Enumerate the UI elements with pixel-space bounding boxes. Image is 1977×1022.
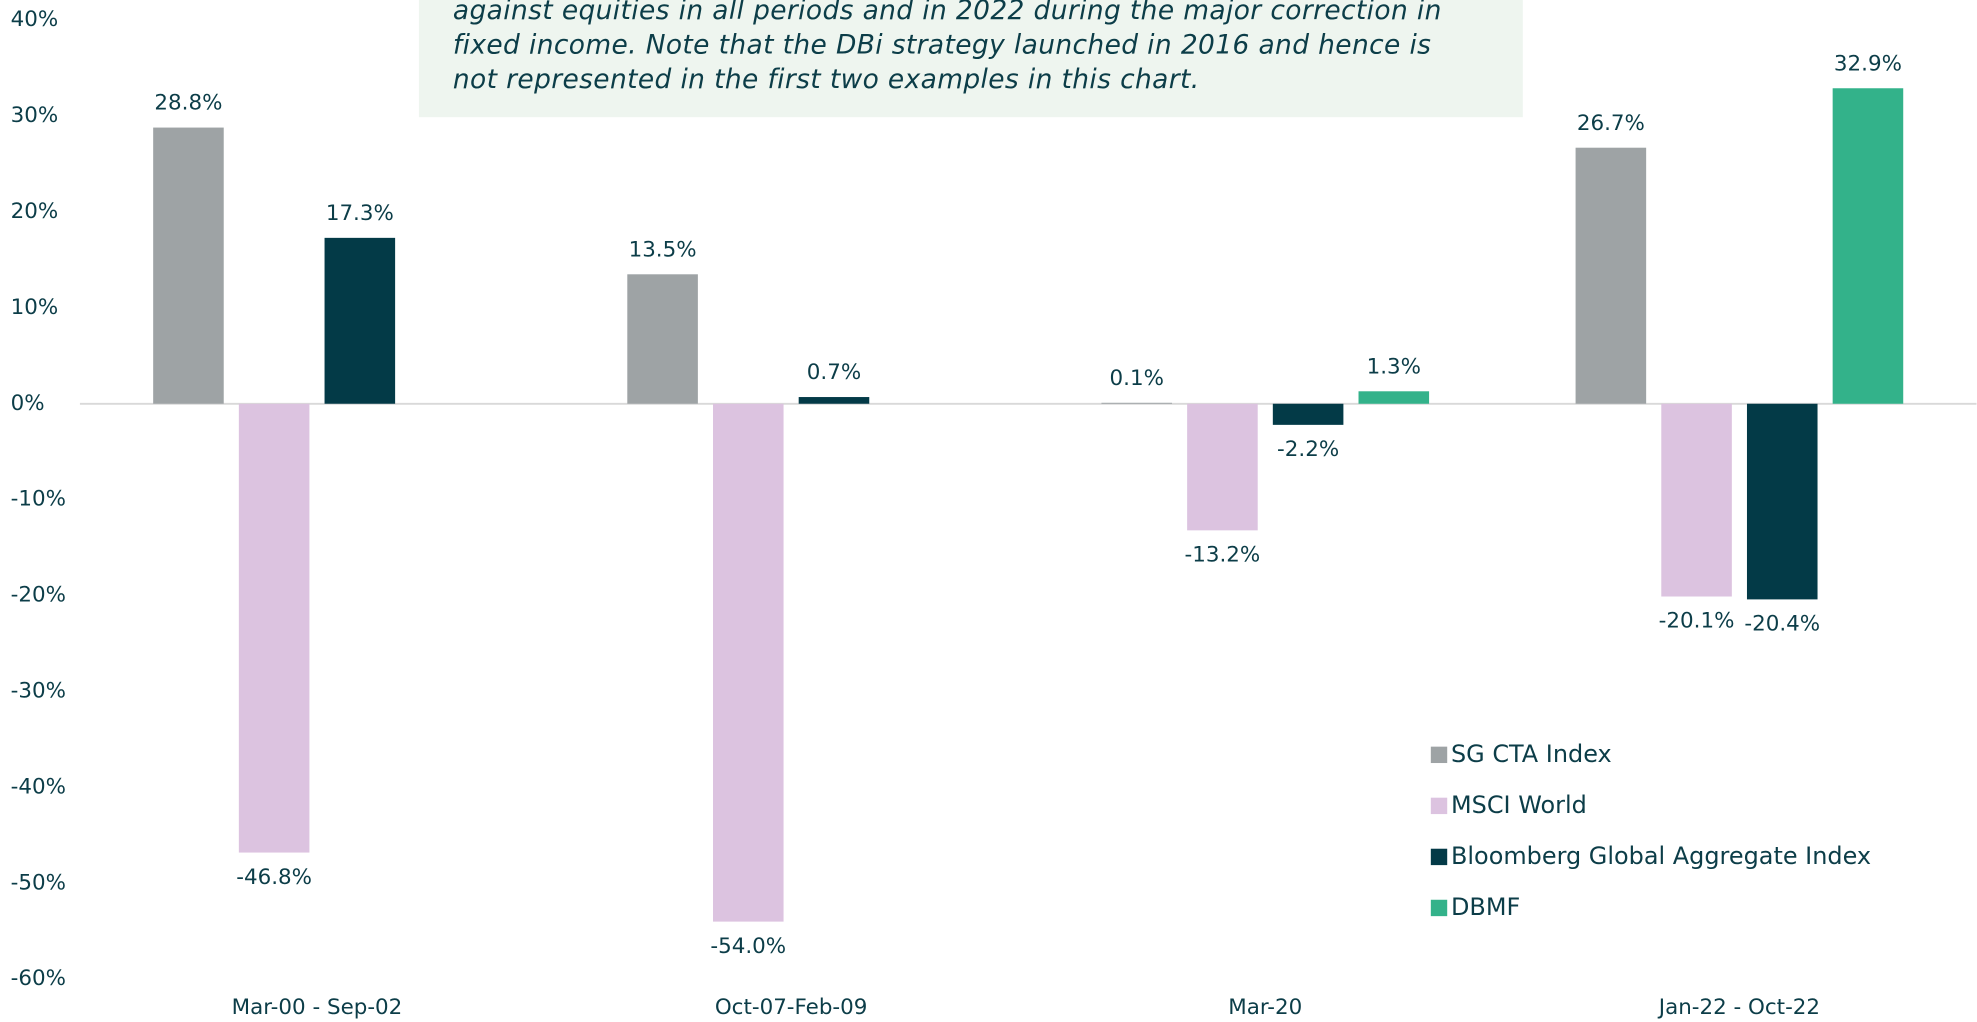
legend-label: MSCI World	[1451, 791, 1587, 819]
x-tick-label: Jan-22 - Oct-22	[1657, 995, 1820, 1020]
annotation-line: fixed income. Note that the DBi strategy…	[453, 29, 1431, 60]
annotation-box	[418, 0, 1523, 118]
data-label: -2.2%	[1277, 437, 1339, 462]
legend-label: DBMF	[1451, 893, 1520, 921]
x-tick-label: Oct-07-Feb-09	[715, 995, 868, 1020]
annotation-line: against equities in all periods and in 2…	[453, 0, 1442, 26]
bar	[1101, 402, 1173, 404]
legend-label: Bloomberg Global Aggregate Index	[1451, 842, 1871, 870]
annotation-line: not represented in the first two example…	[453, 64, 1200, 95]
bar	[1358, 391, 1430, 404]
bar	[712, 403, 784, 922]
y-tick-label: 10%	[11, 295, 59, 320]
data-label: -20.4%	[1744, 612, 1820, 637]
data-label: -46.8%	[236, 865, 312, 890]
legend-label: SG CTA Index	[1451, 740, 1612, 768]
y-tick-label: 40%	[11, 7, 59, 32]
data-label: -13.2%	[1185, 543, 1261, 568]
data-label: 0.7%	[807, 360, 861, 385]
data-label: 0.1%	[1110, 366, 1164, 391]
bar	[798, 397, 870, 404]
bar	[1661, 403, 1732, 597]
x-tick-label: Mar-20	[1228, 995, 1302, 1020]
data-label: 28.8%	[154, 91, 222, 116]
bar	[1832, 88, 1904, 404]
bar	[153, 127, 224, 404]
y-tick-label: -20%	[11, 583, 66, 608]
legend-swatch	[1430, 797, 1448, 815]
bar	[1575, 147, 1647, 404]
y-tick-label: -10%	[11, 487, 66, 512]
y-tick-label: -40%	[11, 774, 66, 799]
data-label: 32.9%	[1834, 51, 1902, 76]
legend-swatch	[1430, 848, 1448, 866]
data-label: 17.3%	[326, 201, 394, 226]
bar	[238, 403, 310, 853]
bar	[324, 237, 396, 404]
data-label: -54.0%	[710, 934, 786, 959]
data-label: 26.7%	[1577, 111, 1645, 136]
data-label: 1.3%	[1367, 354, 1421, 379]
bar	[1187, 403, 1258, 531]
y-tick-label: 0%	[11, 391, 45, 416]
y-tick-label: 30%	[11, 103, 59, 128]
y-tick-label: -60%	[11, 966, 66, 991]
legend-swatch	[1430, 746, 1448, 764]
y-tick-label: 20%	[11, 199, 59, 224]
legend-swatch	[1430, 899, 1448, 917]
bar	[1272, 403, 1344, 425]
data-label: -20.1%	[1659, 609, 1735, 634]
y-tick-label: -30%	[11, 678, 66, 703]
bar	[627, 274, 698, 404]
x-tick-label: Mar-00 - Sep-02	[232, 995, 403, 1020]
data-label: 13.5%	[629, 237, 697, 262]
y-tick-label: -50%	[11, 870, 66, 895]
bar	[1746, 403, 1818, 600]
